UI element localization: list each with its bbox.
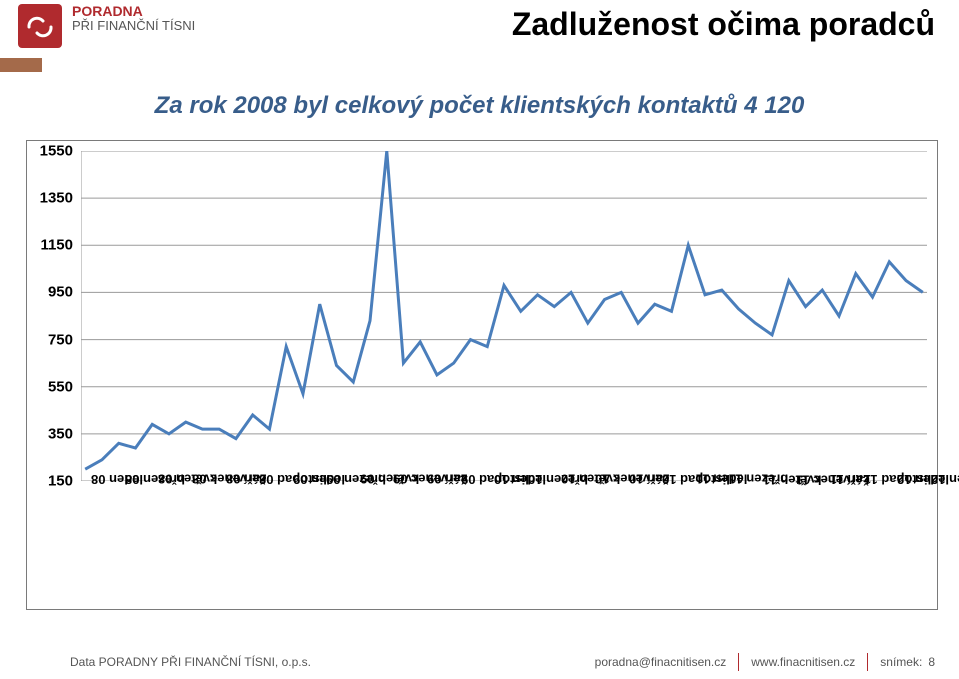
- chart: 150350550750950115013501550 leden 08břez…: [26, 140, 938, 610]
- logo-icon: [18, 4, 62, 48]
- y-tick-label: 1150: [27, 237, 73, 254]
- page-title: Zadluženost očima poradců: [512, 6, 935, 43]
- y-tick-label: 550: [27, 378, 73, 395]
- footer-separator: [867, 653, 868, 671]
- logo: PORADNA PŘI FINANČNÍ TÍSNI: [18, 4, 195, 48]
- y-tick-label: 1350: [27, 190, 73, 207]
- footer-separator: [738, 653, 739, 671]
- accent-bar: [0, 58, 42, 72]
- y-tick-label: 750: [27, 331, 73, 348]
- footer-url: www.finacnitisen.cz: [751, 655, 855, 669]
- footer-slide-label: snímek:: [880, 655, 922, 669]
- y-tick-label: 150: [27, 473, 73, 490]
- footer-email: poradna@finacnitisen.cz: [595, 655, 727, 669]
- y-tick-label: 350: [27, 425, 73, 442]
- logo-line2: PŘI FINANČNÍ TÍSNI: [72, 19, 195, 33]
- footer: Data PORADNY PŘI FINANČNÍ TÍSNI, o.p.s. …: [0, 645, 959, 679]
- footer-slide-number: 8: [928, 655, 935, 669]
- logo-line1: PORADNA: [72, 4, 195, 19]
- header: PORADNA PŘI FINANČNÍ TÍSNI Zadluženost o…: [0, 0, 959, 60]
- footer-source: Data PORADNY PŘI FINANČNÍ TÍSNI, o.p.s.: [70, 655, 311, 669]
- y-tick-label: 1550: [27, 143, 73, 160]
- y-tick-label: 950: [27, 284, 73, 301]
- subtitle: Za rok 2008 byl celkový počet klientskýc…: [0, 92, 959, 120]
